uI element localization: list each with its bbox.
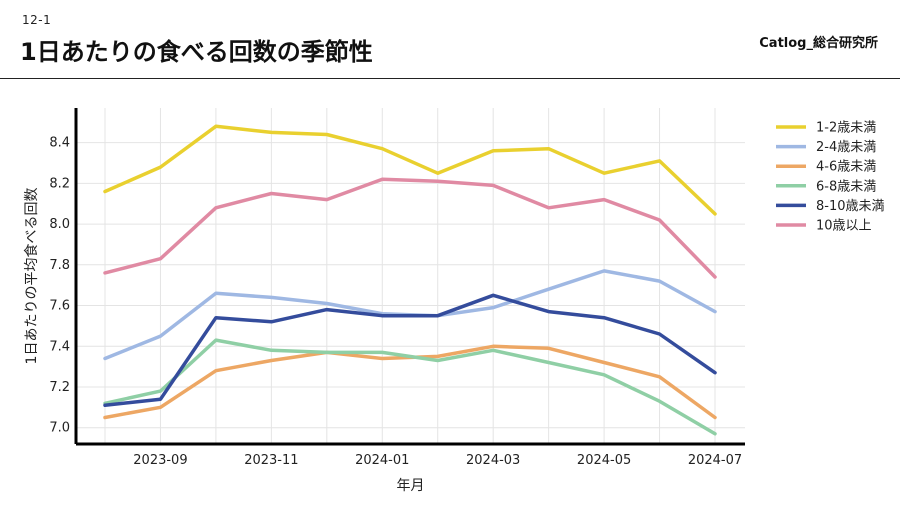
- legend-label: 2-4歳未満: [816, 140, 876, 155]
- series-line: [103, 293, 717, 408]
- legend-label: 4-6歳未満: [816, 160, 876, 175]
- x-tick-label: 2024-01: [355, 453, 409, 468]
- legend: 1-2歳未満 2-4歳未満 4-6歳未満 6-8歳未満 8-10歳未満 10歳以上: [776, 121, 885, 234]
- x-tick-label: 2024-03: [466, 453, 520, 468]
- y-axis-title: 1日あたりの平均食べる回数: [23, 188, 40, 365]
- section-number: 12-1: [22, 13, 52, 27]
- series-line: [103, 177, 717, 279]
- y-tick-label: 8.0: [49, 217, 70, 232]
- y-tick-label: 7.2: [49, 380, 70, 395]
- y-tick-label: 7.4: [49, 339, 70, 354]
- tick-labels: 7.0 7.2 7.4 7.6 7.8 8.0 8.2 8.4 2023-09 2023-11 20…: [49, 136, 742, 468]
- brand-logo-text: Catlog_総合研究所: [759, 36, 878, 51]
- legend-label: 1-2歳未満: [816, 121, 876, 136]
- line-chart: 7.0 7.2 7.4 7.6 7.8 8.0 8.2 8.4 2023-09 2023-11 20…: [23, 108, 885, 494]
- x-axis-title: 年月: [397, 478, 425, 494]
- series-line: [103, 338, 717, 436]
- series-lines: [103, 124, 717, 436]
- axes: [74, 108, 745, 446]
- y-tick-label: 7.0: [49, 421, 70, 436]
- x-tick-label: 2024-05: [577, 453, 631, 468]
- legend-label: 6-8歳未満: [816, 179, 876, 194]
- y-tick-label: 8.2: [49, 176, 70, 191]
- x-tick-label: 2023-09: [133, 453, 187, 468]
- header-bar: 12-1 1日あたりの食べる回数の季節性 Catlog_総合研究所: [0, 0, 900, 79]
- x-tick-label: 2023-11: [244, 453, 298, 468]
- y-tick-label: 7.8: [49, 258, 70, 273]
- y-tick-label: 8.4: [49, 136, 70, 151]
- legend-label: 10歳以上: [816, 219, 872, 234]
- legend-label: 8-10歳未満: [816, 199, 885, 214]
- y-tick-label: 7.6: [49, 299, 70, 314]
- page-title: 1日あたりの食べる回数の季節性: [20, 38, 373, 66]
- x-tick-label: 2024-07: [688, 453, 742, 468]
- series-line: [103, 124, 717, 216]
